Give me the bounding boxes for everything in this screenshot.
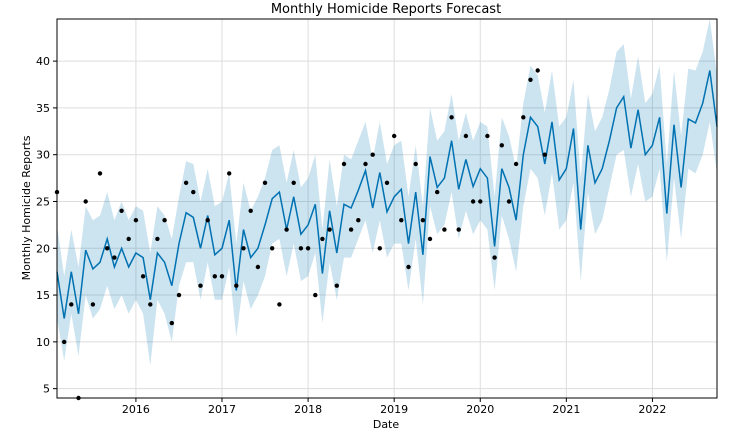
observed-point [335,284,339,288]
observed-point [371,153,375,157]
observed-point [249,209,253,213]
observed-point [392,134,396,138]
observed-point [478,199,482,203]
observed-point [507,199,511,203]
observed-point [514,162,518,166]
y-tick-label: 35 [36,102,50,115]
y-tick-label: 5 [43,383,50,396]
observed-point [521,115,525,119]
observed-point [69,302,73,306]
observed-point [127,237,131,241]
observed-point [184,181,188,185]
observed-point [105,246,109,250]
observed-point [421,218,425,222]
observed-point [342,162,346,166]
observed-point [263,181,267,185]
y-tick-label: 10 [36,336,50,349]
observed-point [148,302,152,306]
observed-point [170,321,174,325]
observed-point [198,284,202,288]
observed-point [442,227,446,231]
observed-point [500,143,504,147]
observed-point [306,246,310,250]
observed-point [378,246,382,250]
y-tick-label: 15 [36,289,50,302]
observed-point [464,134,468,138]
y-tick-label: 30 [36,149,50,162]
observed-point [292,181,296,185]
observed-point [536,68,540,72]
y-tick-label: 25 [36,195,50,208]
observed-point [234,284,238,288]
x-axis-label: Date [373,418,400,431]
observed-point [162,218,166,222]
observed-point [435,190,439,194]
x-tick-label: 2017 [208,403,236,416]
observed-point [363,162,367,166]
observed-point [256,265,260,269]
observed-point [98,171,102,175]
observed-point [155,237,159,241]
observed-point [457,227,461,231]
observed-point [227,171,231,175]
y-axis-label: Monthly Homicide Reports [20,135,33,280]
x-tick-label: 2020 [466,403,494,416]
observed-point [471,199,475,203]
observed-point [119,209,123,213]
observed-point [141,274,145,278]
observed-point [299,246,303,250]
observed-point [428,237,432,241]
observed-point [284,227,288,231]
observed-point [213,274,217,278]
observed-point [270,246,274,250]
observed-point [220,274,224,278]
observed-point [449,115,453,119]
y-tick-label: 20 [36,242,50,255]
observed-point [349,227,353,231]
observed-point [356,218,360,222]
observed-point [91,302,95,306]
observed-point [206,218,210,222]
observed-point [134,218,138,222]
x-tick-label: 2021 [552,403,580,416]
observed-point [406,265,410,269]
x-tick-label: 2019 [380,403,408,416]
observed-point [62,340,66,344]
observed-point [385,181,389,185]
observed-point [277,302,281,306]
observed-point [84,199,88,203]
x-tick-label: 2018 [294,403,322,416]
observed-point [543,153,547,157]
x-tick-label: 2016 [122,403,150,416]
observed-point [320,237,324,241]
observed-point [177,293,181,297]
observed-point [414,162,418,166]
observed-point [241,246,245,250]
observed-point [485,134,489,138]
observed-point [313,293,317,297]
observed-point [492,255,496,259]
observed-point [327,227,331,231]
chart-title: Monthly Homicide Reports Forecast [271,2,501,17]
y-tick-label: 40 [36,55,50,68]
x-tick-label: 2022 [638,403,666,416]
observed-point [528,78,532,82]
observed-point [112,255,116,259]
observed-point [191,190,195,194]
observed-point [399,218,403,222]
